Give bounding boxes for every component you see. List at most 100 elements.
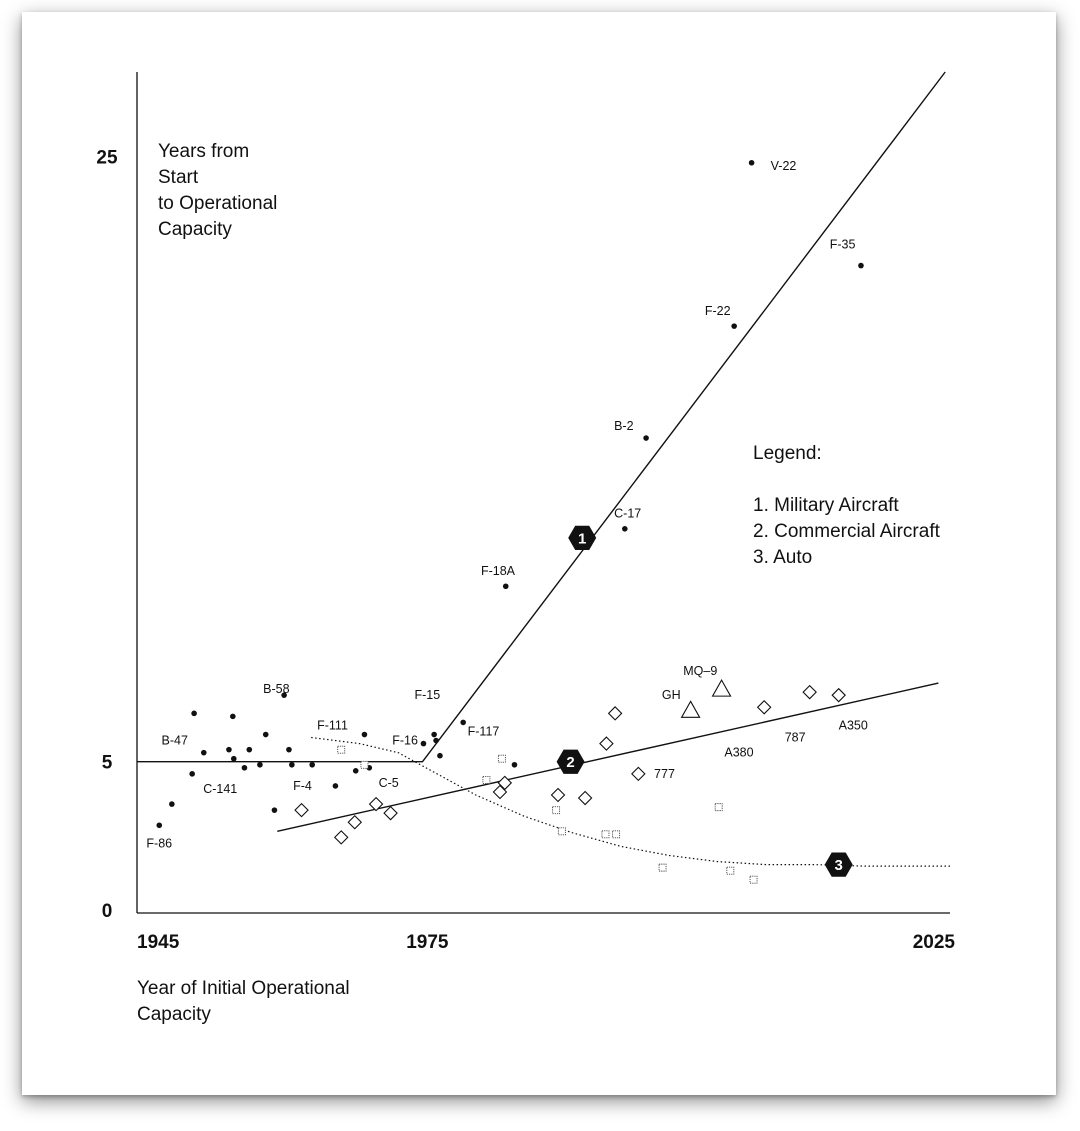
commercial-point [497, 775, 513, 791]
uav-point [711, 679, 732, 697]
auto-point [497, 754, 506, 763]
military-point [731, 323, 737, 329]
data-label: F-22 [705, 304, 731, 318]
commercial-point [631, 766, 646, 782]
military-point [169, 801, 175, 807]
data-label: 777 [654, 767, 675, 781]
military-point [200, 749, 207, 756]
military-point [622, 526, 628, 532]
data-label: GH [662, 688, 681, 702]
military-point [241, 764, 248, 771]
y-axis-title: to Operational [158, 193, 277, 214]
data-label: C-17 [614, 507, 641, 521]
military-point [289, 761, 295, 768]
trend-badge-2 [556, 749, 585, 774]
auto-point [749, 875, 758, 884]
military-point [431, 731, 437, 738]
data-labels: F-86 B-47 C-141 B-58 F-4 F-111 C-5 F-16 F-15 F-11… [146, 159, 867, 851]
commercial-point [577, 790, 593, 806]
chart-axes [136, 72, 950, 914]
commercial-point [333, 830, 349, 845]
military-point [281, 692, 287, 698]
data-label: A350 [839, 718, 868, 732]
military-point [643, 435, 649, 441]
auto-point [658, 863, 667, 872]
x-tick-label: 2025 [913, 932, 956, 953]
auto-point [552, 806, 561, 815]
military-point [246, 746, 253, 753]
trend-badge-number: 2 [566, 754, 574, 771]
military-point [332, 783, 339, 789]
legend-item: 3. Auto [753, 547, 812, 568]
trend-line-2 [277, 682, 939, 832]
data-label: MQ–9 [683, 664, 717, 678]
data-label: F-16 [392, 734, 418, 748]
data-label: C-5 [379, 776, 399, 790]
military-point [748, 159, 755, 166]
y-axis-title: Start [158, 167, 199, 188]
legend-item: 2. Commercial Aircraft [753, 521, 941, 542]
data-label: F-111 [317, 718, 348, 732]
military-point [230, 713, 236, 720]
commercial-point [599, 736, 614, 751]
military-point [191, 710, 197, 717]
commercial-point [550, 787, 566, 803]
x-tick-label: 1945 [137, 932, 180, 953]
trend-badge-number: 1 [578, 530, 586, 547]
data-label: F-4 [293, 779, 312, 793]
commercial-point [368, 796, 384, 812]
data-marks [156, 159, 864, 884]
military-point [511, 761, 518, 768]
y-tick-label: 0 [102, 901, 113, 922]
legend-title: Legend: [753, 443, 822, 464]
military-point [189, 771, 195, 777]
data-label: B-58 [263, 682, 289, 696]
military-point [502, 583, 509, 590]
auto-point [726, 866, 735, 875]
data-label: F-15 [415, 688, 441, 702]
commercial-point [756, 700, 772, 715]
trend-badge-number: 3 [835, 857, 843, 874]
military-point [271, 807, 278, 813]
y-axis-title: Capacity [158, 219, 232, 240]
data-label: V-22 [771, 159, 797, 173]
auto-point [714, 803, 723, 812]
auto-point [601, 830, 610, 839]
y-axis-title: Years from [158, 141, 249, 162]
chart-text: 25 5 0 1945 1975 2025 Years from Start to Operat… [96, 141, 955, 1025]
data-label: F-18A [481, 564, 516, 578]
military-point [858, 262, 864, 269]
auto-point [360, 760, 369, 769]
trend-badge-3 [824, 852, 853, 877]
y-tick-label: 25 [96, 148, 118, 169]
commercial-point [347, 814, 363, 830]
military-point [352, 768, 359, 774]
military-point [226, 746, 232, 753]
military-point [257, 761, 263, 768]
commercial-point [294, 802, 309, 818]
military-point [460, 719, 466, 726]
legend-item: 1. Military Aircraft [753, 495, 899, 516]
data-label: F-117 [468, 724, 500, 738]
military-point [361, 731, 368, 738]
military-point [437, 752, 443, 759]
data-label: 787 [785, 731, 806, 745]
data-label: A380 [724, 746, 753, 760]
trend-lines [137, 71, 950, 867]
commercial-point [492, 784, 508, 800]
y-tick-label: 5 [102, 753, 113, 774]
auto-point [337, 745, 346, 754]
data-label: C-141 [203, 782, 237, 796]
data-label: F-86 [146, 836, 172, 850]
x-tick-label: 1975 [406, 932, 449, 953]
data-label: B-2 [614, 419, 634, 433]
data-label: B-47 [162, 734, 188, 748]
commercial-point [607, 706, 623, 721]
uav-point [680, 700, 701, 718]
military-point [433, 737, 439, 744]
military-point [420, 740, 427, 747]
auto-point [482, 775, 491, 784]
x-axis-title: Year of Initial Operational [137, 978, 350, 999]
commercial-point [831, 687, 846, 703]
